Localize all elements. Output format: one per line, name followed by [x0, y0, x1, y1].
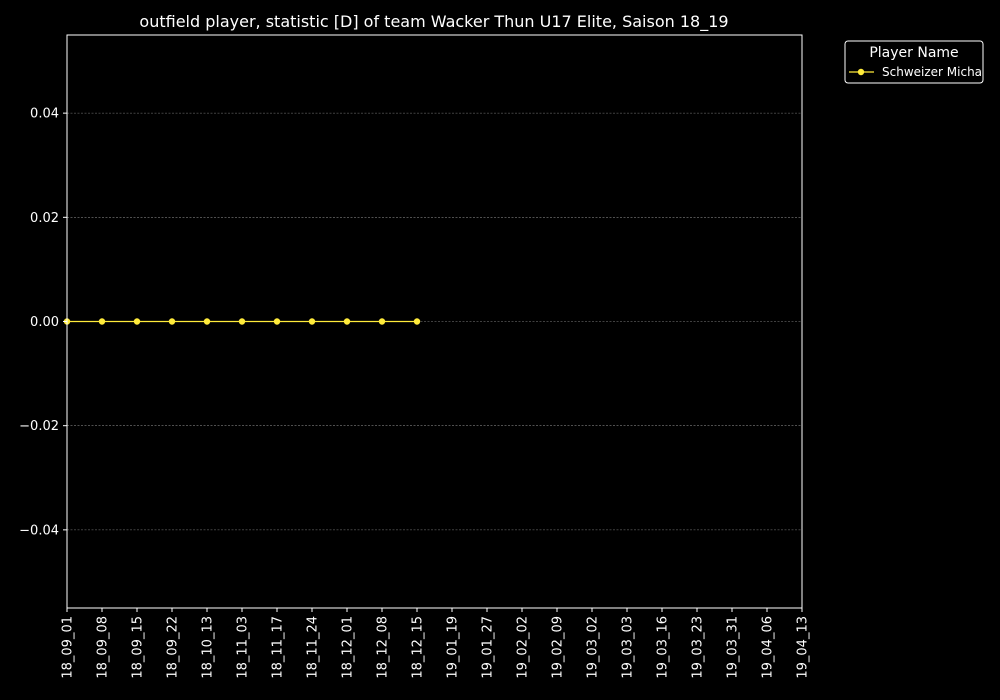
- series-layer: [63, 318, 421, 325]
- x-tick-label: 18_09_08: [96, 616, 111, 679]
- x-tick-label: 19_03_31: [726, 616, 741, 679]
- data-point: [273, 318, 281, 325]
- x-tick-label: 18_12_01: [341, 616, 356, 679]
- x-tick-label: 19_02_02: [516, 616, 531, 679]
- data-point: [308, 318, 316, 325]
- x-tick-label: 18_12_08: [376, 616, 391, 679]
- x-tick-label: 19_04_06: [761, 616, 776, 679]
- y-tick-label: −0.04: [19, 523, 59, 538]
- legend-title: Player Name: [869, 45, 958, 61]
- x-tick-label: 19_01_19: [446, 616, 461, 679]
- x-tick-label: 19_03_16: [656, 616, 671, 679]
- legend-box: [844, 40, 984, 84]
- legend: Player Name Schweizer Micha: [844, 40, 984, 84]
- x-tick-label: 18_09_22: [166, 616, 181, 679]
- x-tick-label: 19_02_09: [551, 616, 566, 679]
- chart-title: outfield player, statistic [D] of team W…: [139, 12, 728, 32]
- x-tick-label: 19_04_13: [796, 616, 811, 679]
- x-tick-label: 19_03_02: [586, 616, 601, 679]
- data-point: [343, 318, 351, 325]
- legend-dot-marker: [857, 68, 865, 76]
- x-tick-label: 18_09_01: [61, 616, 76, 679]
- data-point: [98, 318, 106, 325]
- x-tick-label: 19_03_03: [621, 616, 636, 679]
- data-point: [378, 318, 386, 325]
- x-tick-label: 18_11_17: [271, 616, 286, 679]
- legend-entry-label: Schweizer Micha: [882, 65, 982, 79]
- data-point: [238, 318, 246, 325]
- y-tick-label: 0.04: [30, 107, 59, 122]
- x-tick-label: 18_10_13: [201, 616, 216, 679]
- x-tick-label: 18_11_03: [236, 616, 251, 679]
- x-tick-label: 19_01_27: [481, 616, 496, 679]
- x-tick-label: 18_12_15: [411, 616, 426, 679]
- data-point: [203, 318, 211, 325]
- y-tick-label: 0.02: [30, 211, 59, 226]
- x-tick-label: 18_09_15: [131, 616, 146, 679]
- data-point: [133, 318, 141, 325]
- y-tick-label: 0.00: [30, 315, 59, 330]
- x-axis: 18_09_01 18_09_08 18_09_15 18_09_22 18_10_13…: [61, 608, 811, 679]
- x-tick-label: 18_11_24: [306, 616, 321, 679]
- x-tick-label: 19_03_23: [691, 616, 706, 679]
- data-point: [168, 318, 176, 325]
- data-point: [413, 318, 421, 325]
- y-axis: −0.04 −0.02 0.00 0.02 0.04: [19, 107, 67, 538]
- y-tick-label: −0.02: [19, 419, 59, 434]
